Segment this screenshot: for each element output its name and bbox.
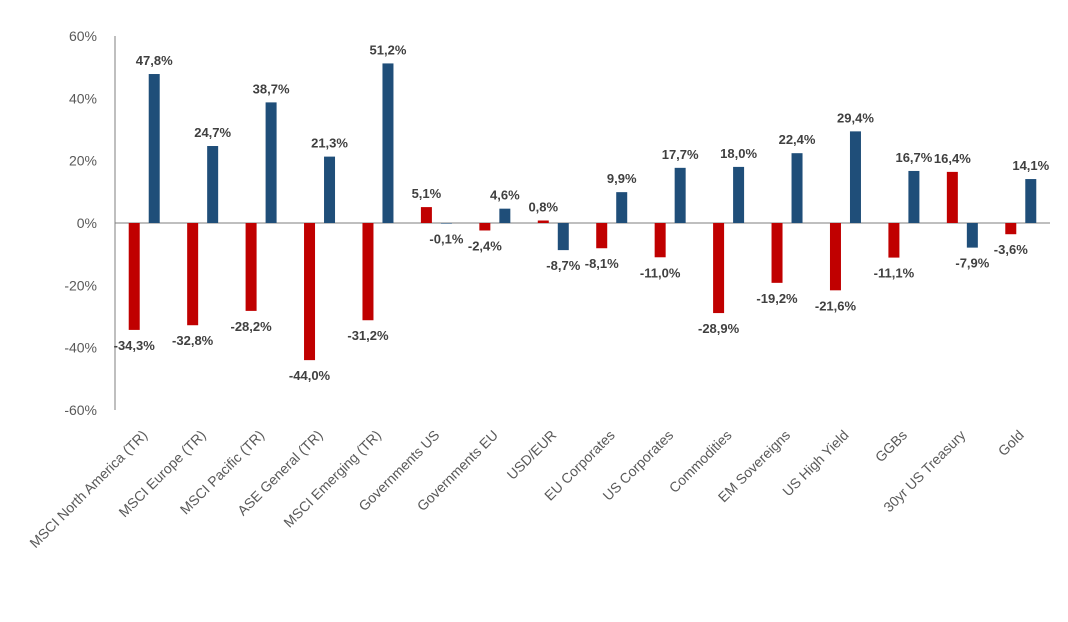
data-label: 14,1%	[1012, 158, 1049, 173]
data-label: -7,9%	[955, 256, 989, 271]
data-label: 18,0%	[720, 146, 757, 161]
bar	[849, 131, 861, 223]
x-axis: MSCI North America (TR)MSCI Europe (TR)M…	[26, 427, 1027, 551]
data-label: -21,6%	[815, 298, 857, 313]
data-label: 0,8%	[528, 200, 558, 215]
bar	[245, 223, 257, 311]
bars	[128, 63, 1037, 361]
category-label: Gold	[995, 427, 1027, 459]
category-label: MSCI Emerging (TR)	[280, 427, 384, 531]
data-label: -0,1%	[429, 231, 463, 246]
data-label: -11,0%	[640, 265, 681, 280]
data-label: -8,7%	[546, 258, 580, 273]
bar	[440, 223, 452, 224]
data-label: -11,1%	[874, 266, 915, 281]
bar	[791, 153, 803, 223]
y-tick-label: -40%	[64, 340, 97, 356]
data-label: -8,1%	[585, 256, 619, 271]
data-label: -28,2%	[230, 319, 272, 334]
data-label: 9,9%	[607, 171, 637, 186]
data-label: -28,9%	[698, 321, 740, 336]
bar	[966, 223, 978, 248]
data-label: 29,4%	[837, 110, 874, 125]
data-label: -34,3%	[114, 338, 156, 353]
data-labels: -34,3% 47,8% -32,8% 24,7% -28,2% 38,7% -44,0% 2…	[114, 42, 1050, 383]
bar	[557, 223, 569, 251]
data-label: -44,0%	[289, 368, 331, 383]
bar	[596, 223, 608, 249]
bar	[499, 208, 511, 223]
bar	[362, 223, 374, 321]
bar	[537, 220, 549, 223]
y-tick-label: -20%	[64, 277, 97, 293]
data-label: 5,1%	[412, 186, 442, 201]
data-label: 16,4%	[934, 151, 971, 166]
category-label: GGBs	[872, 427, 910, 465]
bar	[382, 63, 394, 223]
bar	[265, 102, 277, 223]
data-label: 38,7%	[253, 81, 290, 96]
y-tick-label: 40%	[69, 90, 97, 106]
bar	[829, 223, 841, 291]
bar	[479, 223, 491, 231]
data-label: 47,8%	[136, 53, 173, 68]
y-tick-label: 0%	[77, 215, 97, 231]
bar	[420, 207, 432, 223]
bar	[1025, 179, 1037, 223]
bar	[324, 156, 336, 223]
data-label: -32,8%	[172, 333, 214, 348]
category-label: USD/EUR	[504, 427, 560, 483]
data-label: 51,2%	[370, 42, 407, 57]
bar	[771, 223, 783, 283]
data-label: 24,7%	[194, 125, 231, 140]
bar	[713, 223, 725, 314]
y-tick-label: 20%	[69, 153, 97, 169]
bar	[888, 223, 900, 258]
bar	[128, 223, 140, 330]
data-label: 16,7%	[895, 150, 932, 165]
bar	[908, 170, 920, 223]
data-label: -31,2%	[347, 328, 389, 343]
bar	[207, 146, 219, 223]
bar	[674, 167, 686, 223]
data-label: -3,6%	[994, 242, 1028, 257]
data-label: -2,4%	[468, 238, 502, 253]
y-tick-label: -60%	[64, 402, 97, 418]
bar	[616, 192, 628, 223]
bar	[654, 223, 666, 258]
data-label: 4,6%	[490, 188, 520, 203]
bar	[946, 171, 958, 223]
bar	[304, 223, 316, 361]
data-label: 21,3%	[311, 136, 348, 151]
data-label: 22,4%	[779, 132, 816, 147]
bar	[148, 74, 160, 223]
bar	[733, 166, 745, 223]
data-label: -19,2%	[756, 291, 798, 306]
y-tick-label: 60%	[69, 28, 97, 44]
bar	[1005, 223, 1017, 235]
category-label: MSCI North America (TR)	[26, 427, 150, 551]
data-label: 17,7%	[662, 147, 699, 162]
bar	[187, 223, 199, 326]
